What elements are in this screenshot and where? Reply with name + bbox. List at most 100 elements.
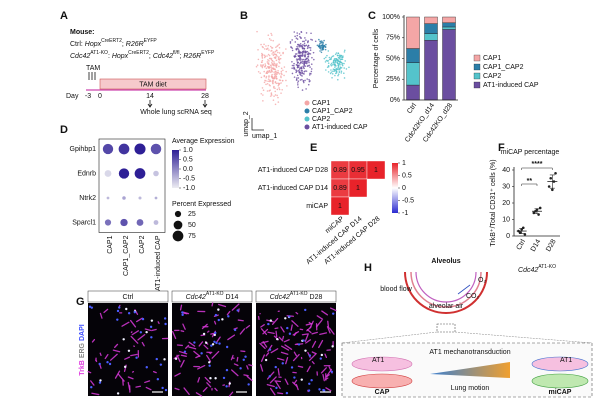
umap-point: [305, 57, 308, 60]
umap-point: [297, 52, 300, 54]
umap-point: [319, 42, 321, 45]
umap-point: [275, 46, 277, 49]
micrographs: [87, 290, 337, 397]
umap-point: [334, 60, 337, 62]
size-key: [173, 220, 183, 230]
umap-point: [268, 54, 271, 57]
umap-point: [271, 67, 274, 70]
umap-point: [310, 63, 313, 65]
umap-point: [302, 58, 305, 61]
umap-point: [269, 64, 272, 67]
alveolar-wall: [415, 271, 477, 303]
vessel: [198, 341, 204, 347]
genotype-ko: Cdc42AT1-KO: HopxCreERT2; Cdc42fl/fl; R2…: [70, 50, 215, 60]
umap-point: [297, 69, 299, 72]
umap-point: [266, 55, 268, 57]
legend-label: AT1-induced CAP: [312, 124, 368, 131]
vessel: [243, 374, 249, 377]
umap-point: [300, 54, 302, 57]
axes: [513, 167, 560, 237]
nucleus: [183, 350, 187, 353]
umap-point: [293, 62, 295, 65]
umap-point: [274, 81, 277, 84]
vessel: [227, 334, 236, 341]
vessel: [282, 335, 285, 340]
nucleus: [307, 389, 311, 392]
vessel: [311, 351, 317, 355]
umap-point: [263, 48, 266, 50]
image: [172, 303, 252, 396]
vessel: [228, 391, 234, 397]
vessel: [185, 344, 190, 349]
umap-point: [300, 67, 303, 70]
t: Ctrl:: [70, 41, 85, 48]
tam-diet-bar: [99, 78, 207, 90]
umap-point: [274, 74, 277, 76]
umap-point: [301, 58, 303, 61]
nucleus: [163, 317, 167, 320]
cell: [348, 178, 368, 198]
umap-point: [312, 51, 315, 54]
y-label: Percentage of cells: [373, 28, 380, 88]
dot: [136, 219, 144, 226]
umap-point: [294, 35, 296, 38]
umap-point: [261, 66, 264, 69]
nucleus: [200, 352, 203, 355]
row-label: AT1-induced CAP D14: [258, 185, 328, 192]
point: [551, 188, 554, 192]
umap-point: [307, 40, 309, 43]
umap-point: [335, 65, 337, 67]
dot: [153, 170, 159, 177]
day: 28: [201, 93, 209, 100]
y-tick-label: 75%: [386, 35, 400, 42]
umap-point: [304, 51, 306, 54]
vessel: [216, 336, 221, 343]
umap-point: [327, 71, 330, 73]
nucleus: [288, 315, 291, 318]
umap-point: [255, 65, 258, 68]
umap-point: [286, 85, 288, 87]
colorbar: [392, 163, 398, 213]
t: ;: [179, 53, 183, 60]
umap-point: [330, 71, 333, 73]
dot: [104, 219, 112, 226]
umap-point: [341, 56, 344, 59]
umap-point: [269, 45, 272, 48]
t: Hopx: [112, 53, 129, 60]
umap-point: [261, 52, 263, 55]
umap-point: [278, 65, 280, 68]
nucleus: [141, 317, 145, 321]
umap-point: [337, 59, 339, 61]
umap-point: [283, 74, 285, 77]
point: [549, 176, 553, 180]
vessel: [152, 370, 157, 374]
cell: [366, 160, 386, 180]
legend-label: CAP1: [312, 100, 330, 107]
co2-label: CO₂: [466, 293, 480, 300]
umap-point: [260, 65, 262, 67]
umap-point: [265, 72, 268, 74]
vessel: [233, 327, 238, 330]
vessel: [281, 345, 290, 351]
umap-point: [261, 57, 264, 59]
umap-point: [273, 75, 276, 78]
umap-point: [291, 72, 294, 75]
umap-point: [271, 76, 273, 79]
umap-point: [273, 53, 275, 55]
umap-point: [278, 62, 281, 64]
colorbar-label: 0.0: [183, 166, 193, 173]
legend-swatch: [304, 124, 310, 130]
umap-point: [278, 88, 281, 91]
umap-point: [303, 40, 305, 43]
umap-point: [317, 45, 320, 47]
vessel: [151, 328, 157, 332]
nucleus: [300, 378, 303, 381]
umap-point: [339, 68, 341, 71]
umap-point: [332, 60, 335, 63]
title-part: Cdc42: [270, 294, 290, 301]
umap-point: [327, 64, 330, 67]
dot: [138, 196, 142, 200]
vessel: [193, 350, 201, 357]
umap-point: [299, 67, 302, 70]
umap-point: [300, 61, 302, 63]
